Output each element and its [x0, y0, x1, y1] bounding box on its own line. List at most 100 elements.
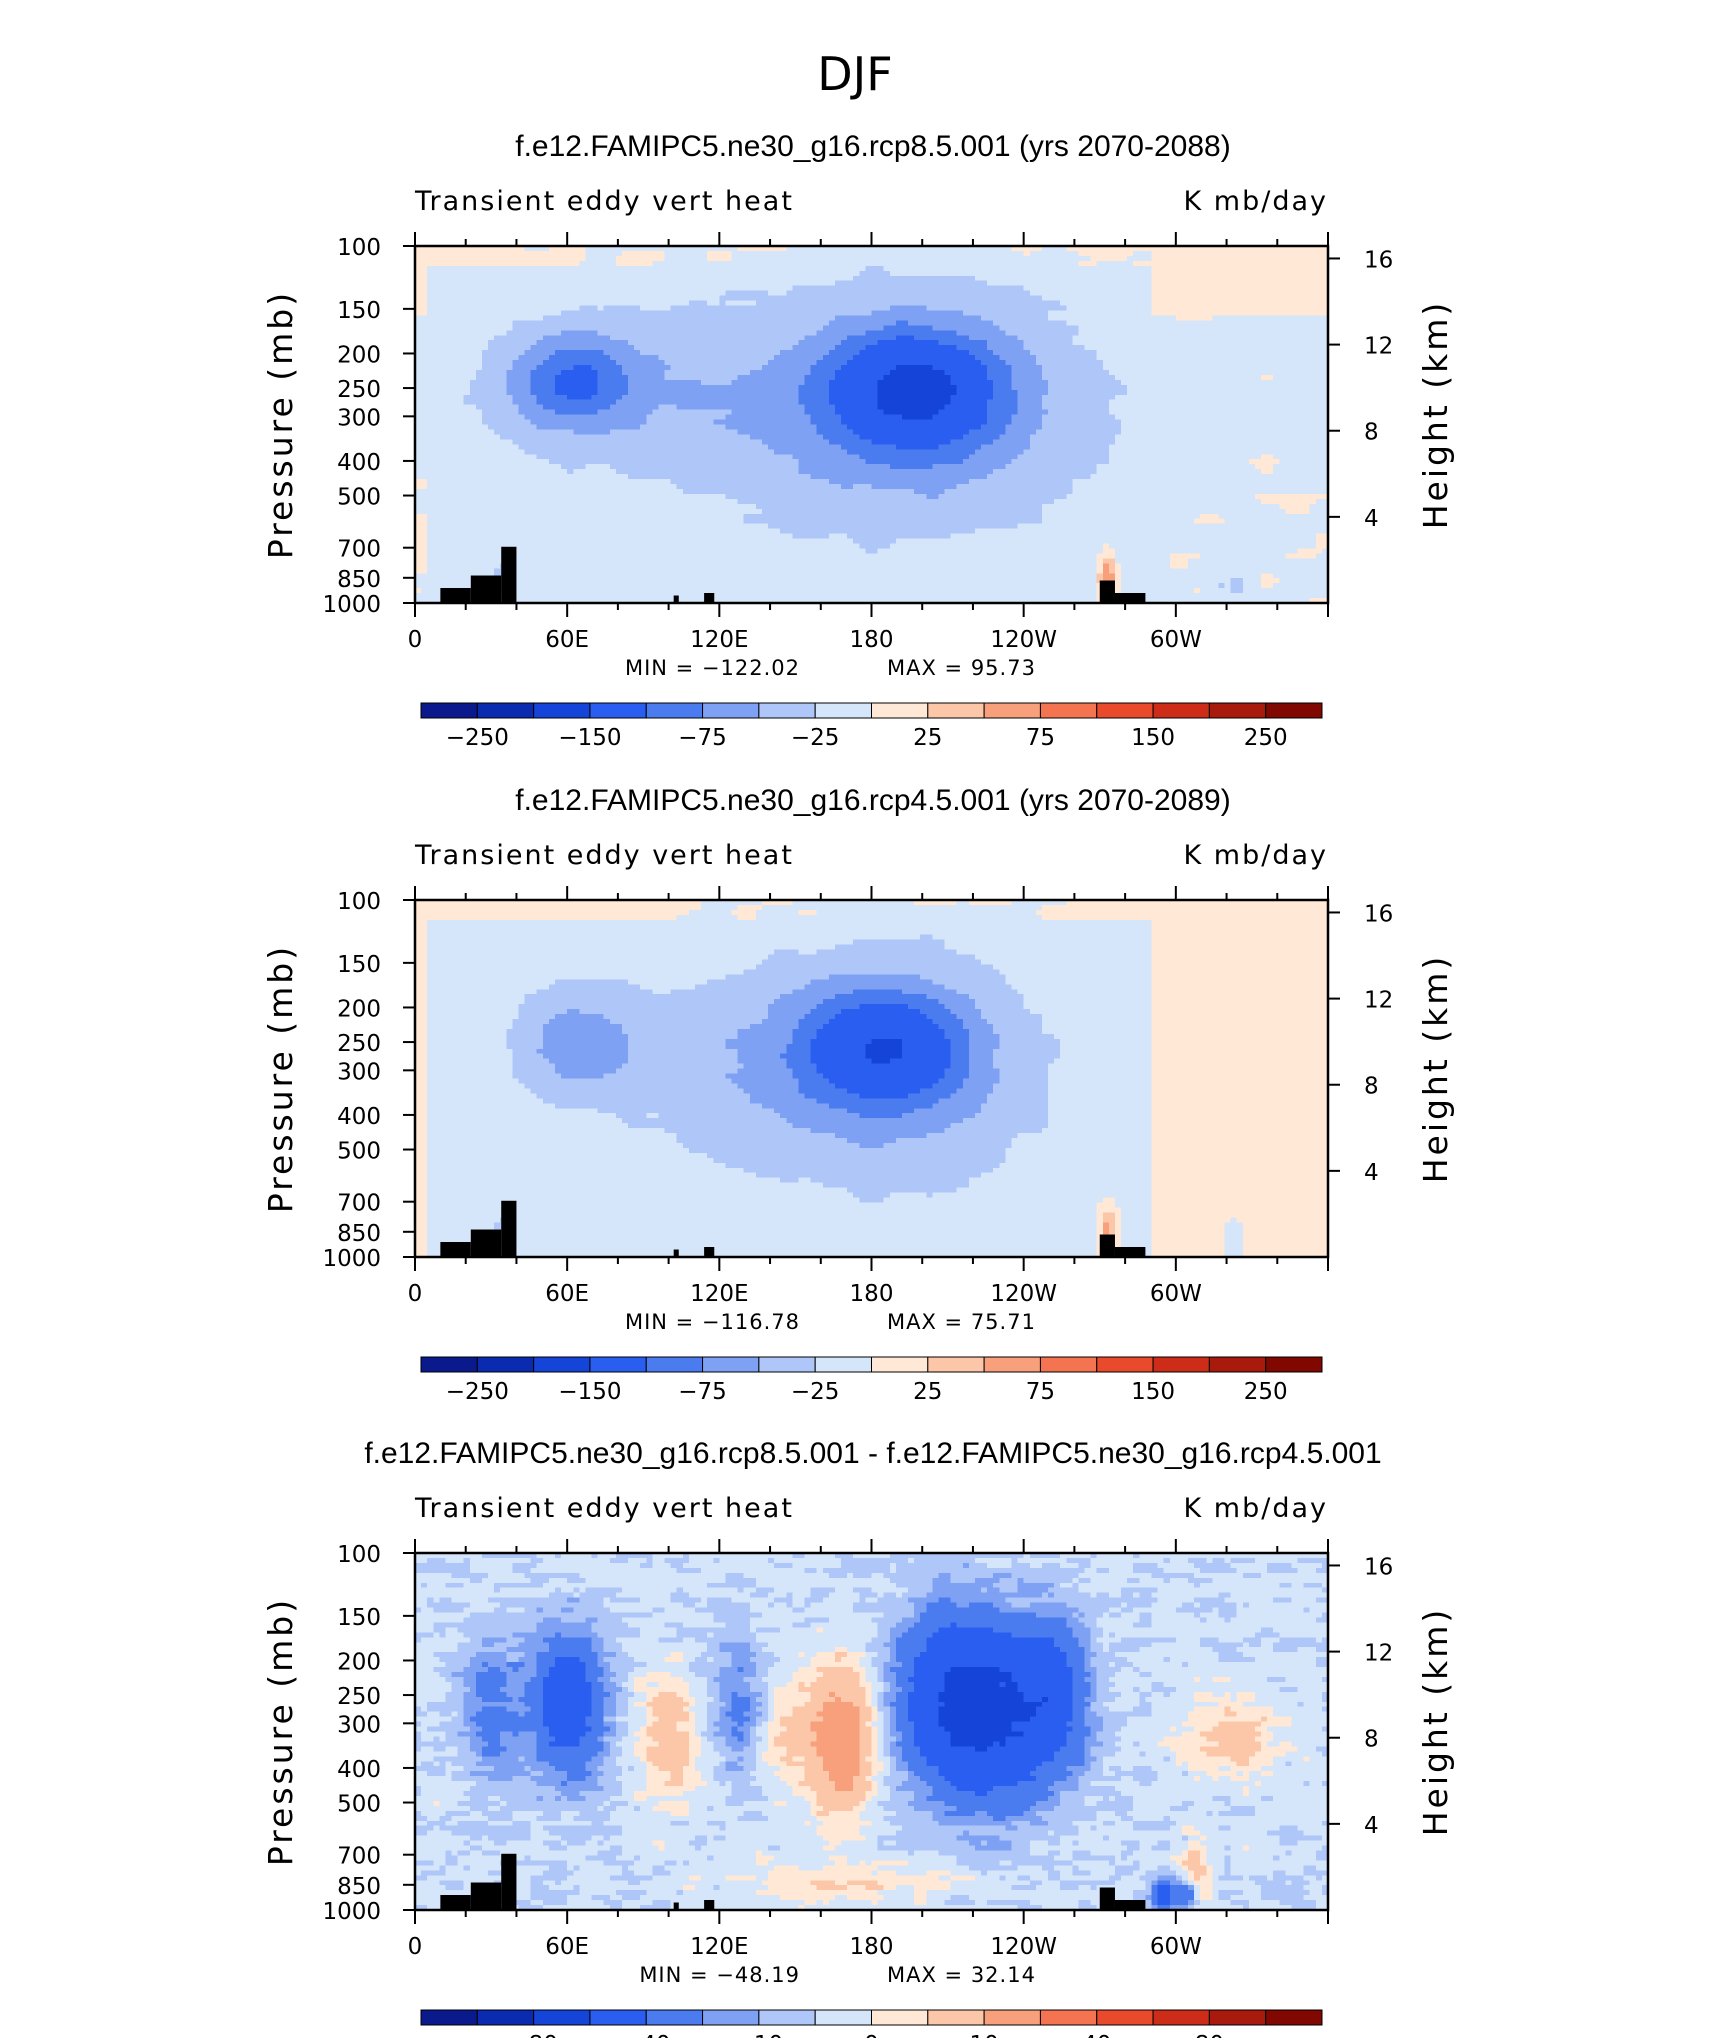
min-text: MIN = −48.19: [639, 1963, 800, 1987]
y-right-tick-label: 12: [1364, 334, 1393, 360]
colorbar-box: [589, 702, 647, 719]
y-tick-label: 100: [337, 889, 381, 915]
x-tick-label: 120E: [690, 627, 748, 653]
colorbar-box: [1039, 1356, 1098, 1373]
colorbar: [420, 1356, 1323, 1373]
colorbar-box: [927, 702, 985, 719]
topography-block: [501, 546, 517, 603]
contour-field: [415, 1553, 1329, 1911]
y-right-tick-label: 8: [1364, 420, 1379, 446]
y-right-axis-title: Height (km): [1416, 1607, 1455, 1837]
topography-block: [1099, 1234, 1115, 1257]
colorbar-box: [645, 2009, 704, 2026]
left-string: Transient eddy vert heat: [414, 1493, 794, 1524]
topography-block: [1099, 1887, 1115, 1910]
y-tick-label: 300: [337, 1059, 381, 1085]
colorbar-label: −10: [735, 2032, 784, 2038]
y-tick-label: 400: [337, 1757, 381, 1783]
x-tick-label: 180: [850, 1281, 894, 1307]
colorbar-box: [702, 2009, 760, 2026]
topography-block: [440, 588, 471, 603]
topography-block: [704, 1247, 715, 1257]
colorbar-label: −150: [558, 725, 621, 751]
colorbar: [420, 2009, 1323, 2026]
colorbar-box: [1265, 1356, 1323, 1373]
max-text: MAX = 95.73: [887, 656, 1036, 680]
topography-block: [470, 1882, 502, 1910]
colorbar-label: −80: [509, 2032, 558, 2038]
y-right-tick-label: 4: [1364, 1813, 1379, 1839]
y-right-tick-label: 12: [1364, 1641, 1393, 1667]
x-tick-label: 180: [850, 627, 894, 653]
colorbar-label: 80: [1195, 2032, 1224, 2038]
panel-title: f.e12.FAMIPC5.ne30_g16.rcp8.5.001 (yrs 2…: [515, 130, 1230, 163]
y-tick-label: 850: [337, 1221, 381, 1247]
colorbar-box: [589, 2009, 647, 2026]
colorbar-label: 40: [1082, 2032, 1111, 2038]
topography-block: [1099, 580, 1115, 603]
x-tick-label: 60W: [1150, 1281, 1202, 1307]
x-tick-label: 60E: [545, 1281, 589, 1307]
y-tick-label: 150: [337, 952, 381, 978]
colorbar-box: [927, 1356, 985, 1373]
colorbar-box: [1208, 1356, 1267, 1373]
colorbar-box: [814, 702, 872, 719]
colorbar-box: [814, 2009, 872, 2026]
panel-title: f.e12.FAMIPC5.ne30_g16.rcp4.5.001 (yrs 2…: [515, 784, 1230, 817]
y-axis-title: Pressure (mb): [261, 1597, 300, 1866]
colorbar-box: [983, 2009, 1041, 2026]
colorbar-box: [589, 1356, 647, 1373]
y-right-tick-label: 16: [1364, 1554, 1393, 1580]
colorbar-box: [1039, 2009, 1098, 2026]
x-tick-label: 60E: [545, 627, 589, 653]
colorbar-box: [758, 702, 816, 719]
colorbar-box: [645, 1356, 704, 1373]
min-text: MIN = −116.78: [625, 1310, 800, 1334]
x-tick-label: 120E: [690, 1281, 748, 1307]
panel-2: [403, 886, 1340, 1373]
x-tick-label: 0: [408, 1934, 423, 1960]
y-right-tick-label: 4: [1364, 1160, 1379, 1186]
colorbar-box: [702, 1356, 760, 1373]
max-text: MAX = 32.14: [887, 1963, 1036, 1987]
topography-block: [704, 1900, 715, 1910]
topography-block: [704, 593, 715, 603]
y-tick-label: 150: [337, 1605, 381, 1631]
colorbar-box: [1096, 1356, 1154, 1373]
colorbar-box: [702, 702, 760, 719]
left-string: Transient eddy vert heat: [414, 840, 794, 871]
colorbar-box: [1096, 2009, 1154, 2026]
y-axis-title: Pressure (mb): [261, 290, 300, 559]
colorbar-box: [420, 1356, 478, 1373]
y-tick-label: 200: [337, 1649, 381, 1675]
colorbar-box: [476, 2009, 535, 2026]
topography-block: [501, 1200, 517, 1257]
colorbar-box: [533, 702, 591, 719]
colorbar-box: [758, 2009, 816, 2026]
topography-block: [673, 1902, 679, 1910]
topography-block: [673, 1249, 679, 1257]
colorbar-label: 75: [1026, 725, 1055, 751]
colorbar-box: [814, 1356, 872, 1373]
colorbar-label: 0: [864, 2032, 879, 2038]
topography-block: [470, 575, 502, 603]
colorbar-label: −25: [791, 1379, 840, 1405]
y-tick-label: 1000: [322, 592, 381, 618]
topography-block: [1114, 593, 1146, 603]
contour-field: [415, 900, 1329, 1258]
y-tick-label: 1000: [322, 1246, 381, 1272]
topography-block: [1114, 1900, 1146, 1910]
y-axis-title: Pressure (mb): [261, 944, 300, 1213]
y-right-tick-label: 8: [1364, 1727, 1379, 1753]
y-tick-label: 250: [337, 1684, 381, 1710]
y-right-tick-label: 12: [1364, 988, 1393, 1014]
colorbar-label: −25: [791, 725, 840, 751]
y-right-axis-title: Height (km): [1416, 954, 1455, 1184]
colorbar-box: [1265, 702, 1323, 719]
contour-field: [415, 246, 1329, 604]
colorbar-box: [983, 702, 1041, 719]
y-tick-label: 200: [337, 342, 381, 368]
y-tick-label: 700: [337, 1844, 381, 1870]
colorbar-label: 25: [913, 1379, 942, 1405]
